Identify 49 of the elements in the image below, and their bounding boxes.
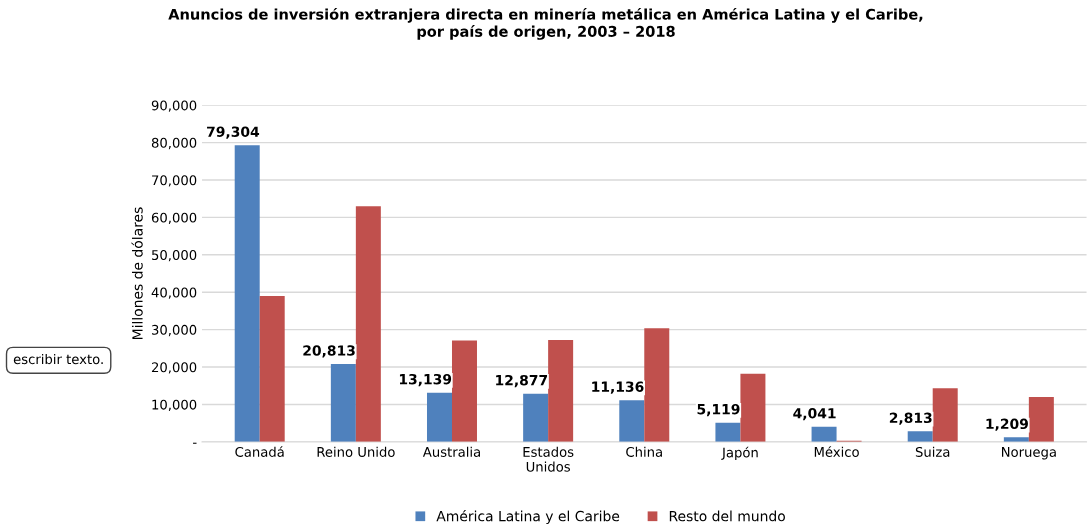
bar [355,206,381,442]
data-label: 4,041 [793,407,836,421]
data-label: 79,304 [207,126,260,139]
bar [548,340,574,442]
bar [234,145,260,442]
bar [427,392,452,442]
x-tick-label: México [814,446,859,457]
y-tick-label: 20,000 [151,362,197,374]
legend-label: Resto del mundo [669,510,785,522]
bar [907,431,933,442]
data-label: 20,813 [303,345,355,358]
y-tick-label: 80,000 [151,137,197,150]
y-tick-label: 60,000 [151,212,197,224]
y-tick-label: 90,000 [151,100,197,112]
x-tick-label: Suiza [915,446,950,457]
y-tick-label: 30,000 [152,324,197,337]
bar [619,400,645,442]
y-axis-title: Millones de dólares [131,207,143,340]
bar [811,426,837,442]
data-label: 12,877 [496,374,548,388]
bar [523,393,549,442]
x-tick-label: Reino Unido [317,446,395,457]
y-tick-label: 10,000 [152,399,197,411]
bar [259,295,285,442]
x-tick-label: Australia [422,446,480,457]
x-tick-label: Japón [721,446,758,460]
y-tick-label: 70,000 [152,175,197,187]
y-tick-label: 50,000 [152,250,197,262]
bar [644,328,670,442]
data-label: 5,119 [697,403,740,417]
bar [932,388,958,442]
x-tick-label: Noruega [1001,447,1056,460]
bar [715,422,741,442]
bar [1028,396,1054,442]
x-tick-label: Canadá [235,446,284,457]
x-tick-label: China [626,446,662,457]
y-tick-label: - [193,442,197,444]
legend-label: América Latina y el Caribe [436,510,620,525]
x-tick-label: Estados Unidos [523,446,574,472]
chart-title: Anuncios de inversión extranjera directa en minería metálica en América Latina y el Caribe, por país de origen, 2003 – 2018 [168,7,923,40]
data-label: 1,209 [986,418,1028,431]
text: escribir texto. [13,353,103,365]
bar [740,373,766,442]
data-label: 11,136 [592,381,644,394]
data-label: 2,813 [889,412,932,425]
data-label: 13,139 [399,373,452,387]
y-tick-label: 40,000 [151,287,197,299]
bar [330,363,356,442]
bar [451,340,477,442]
